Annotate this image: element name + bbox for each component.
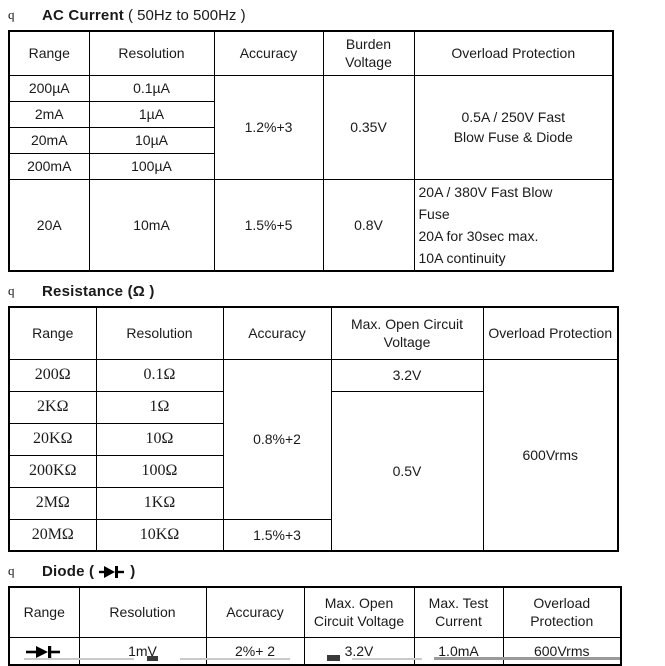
ac-range-20a: 20A	[8, 178, 90, 272]
table-row: 2mA 1µA	[8, 100, 613, 128]
res-accuracy-20mohm: 1.5%+3	[222, 518, 332, 552]
ac-current-section-title: q AC Current ( 50Hz to 500Hz )	[8, 4, 665, 26]
res-resolution-200kohm: 100Ω	[95, 454, 224, 488]
ac-current-subtitle: ( 50Hz to 500Hz )	[128, 6, 246, 24]
resistance-header-row: Range Resolution Accuracy Max. Open Circ…	[8, 306, 619, 360]
ac-burden-group: 0.35V	[322, 74, 415, 180]
ac-range-20ma: 20mA	[8, 126, 90, 154]
ac-resolution-2ma: 1µA	[88, 100, 215, 128]
diode-header-accuracy: Accuracy	[205, 586, 305, 638]
ac-header-burden-voltage: Burden Voltage	[322, 30, 415, 76]
table-row: 1mV 2%+ 2 3.2V 1.0mA 600Vrms	[8, 636, 622, 666]
ac-header-overload-protection: Overload Protection	[413, 30, 614, 76]
ac-current-title: AC Current	[42, 6, 125, 24]
ac-accuracy-20a: 1.5%+5	[213, 178, 324, 272]
diode-header-range: Range	[8, 586, 80, 638]
diode-overload: 600Vrms	[502, 636, 622, 666]
res-resolution-2kohm: 1Ω	[95, 390, 224, 424]
table-row: 20A 10mA 1.5%+5 0.8V 20A / 380V Fast Blo…	[8, 178, 614, 272]
diode-table: Range Resolution Accuracy Max. Open Circ…	[8, 586, 622, 666]
res-range-200ohm: 200Ω	[8, 358, 97, 392]
diode-current: 1.0mA	[413, 636, 504, 666]
res-header-resolution: Resolution	[95, 306, 224, 360]
diode-accuracy: 2%+ 2	[205, 636, 305, 666]
ac-resolution-200ma: 100µA	[88, 152, 215, 180]
diode-symbol-icon	[8, 636, 80, 666]
table-row: 2MΩ 1KΩ	[8, 486, 618, 520]
diode-header-overload-protection: Overload Protection	[502, 586, 622, 638]
diode-title-suffix: )	[130, 562, 136, 580]
ac-resolution-20a: 10mA	[88, 178, 215, 272]
table-row: 20MΩ 10KΩ 1.5%+3	[8, 518, 618, 552]
ac-resolution-20ma: 10µA	[88, 126, 215, 154]
res-header-overload-protection: Overload Protection	[482, 306, 619, 360]
ac-resolution-200ua: 0.1µA	[88, 74, 215, 102]
res-voltage-group: 0.5V	[330, 390, 484, 552]
square-bullet-icon: q	[8, 283, 15, 298]
ac-header-resolution: Resolution	[88, 30, 215, 76]
table-row: 200KΩ 100Ω	[8, 454, 618, 488]
diode-header-resolution: Resolution	[78, 586, 207, 638]
diode-title-prefix: Diode (	[42, 562, 95, 580]
square-bullet-icon: q	[8, 563, 15, 578]
resistance-table: Range Resolution Accuracy Max. Open Circ…	[8, 306, 619, 552]
ac-current-table: Range Resolution Accuracy Burden Voltage…	[8, 30, 614, 272]
resistance-title: Resistance (Ω )	[42, 282, 155, 300]
res-header-range: Range	[8, 306, 97, 360]
res-overload-group: 600Vrms	[482, 358, 619, 552]
ac-header-accuracy: Accuracy	[213, 30, 324, 76]
res-range-2kohm: 2KΩ	[8, 390, 97, 424]
resistance-section-title: q Resistance (Ω )	[8, 280, 665, 302]
res-resolution-2mohm: 1KΩ	[95, 486, 224, 520]
ac-range-200ua: 200µA	[8, 74, 90, 102]
table-row: 20KΩ 10Ω	[8, 422, 618, 456]
table-row: 2KΩ 1Ω 0.5V	[8, 390, 618, 552]
ac-range-2ma: 2mA	[8, 100, 90, 128]
res-range-200kohm: 200KΩ	[8, 454, 97, 488]
diode-resolution: 1mV	[78, 636, 207, 666]
res-resolution-20kohm: 10Ω	[95, 422, 224, 456]
ac-header-row: Range Resolution Accuracy Burden Voltage…	[8, 30, 614, 76]
diode-header-row: Range Resolution Accuracy Max. Open Circ…	[8, 586, 622, 638]
ac-overload-20a: 20A / 380V Fast Blow Fuse 20A for 30sec …	[413, 178, 614, 272]
table-row: 200mA 100µA	[8, 152, 613, 180]
ac-accuracy-group: 1.2%+3	[213, 74, 324, 180]
table-row: 200µA 0.1µA 1.2%+3 0.35V 0.5A / 250V Fas…	[8, 74, 614, 180]
ac-header-range: Range	[8, 30, 90, 76]
res-range-2mohm: 2MΩ	[8, 486, 97, 520]
ac-burden-20a: 0.8V	[322, 178, 415, 272]
table-row: 200Ω 0.1Ω 0.8%+2 3.2V 600Vrms	[8, 358, 619, 552]
res-header-max-open-circuit-voltage: Max. Open Circuit Voltage	[330, 306, 484, 360]
diode-section-title: q Diode ( )	[8, 560, 665, 582]
diode-voltage: 3.2V	[303, 636, 415, 666]
ac-overload-group: 0.5A / 250V Fast Blow Fuse & Diode	[413, 74, 614, 180]
res-range-20kohm: 20KΩ	[8, 422, 97, 456]
diode-header-max-open-circuit-voltage: Max. Open Circuit Voltage	[303, 586, 415, 638]
res-resolution-200ohm: 0.1Ω	[95, 358, 224, 392]
res-resolution-20mohm: 10KΩ	[95, 518, 224, 552]
res-voltage-200ohm: 3.2V	[330, 358, 484, 392]
table-row: 20mA 10µA	[8, 126, 613, 154]
diode-symbol-icon	[99, 563, 125, 580]
res-header-accuracy: Accuracy	[222, 306, 332, 360]
diode-header-max-test-current: Max. Test Current	[413, 586, 504, 638]
res-range-20mohm: 20MΩ	[8, 518, 97, 552]
square-bullet-icon: q	[8, 7, 15, 22]
res-accuracy-group: 0.8%+2	[222, 358, 332, 520]
ac-range-200ma: 200mA	[8, 152, 90, 180]
